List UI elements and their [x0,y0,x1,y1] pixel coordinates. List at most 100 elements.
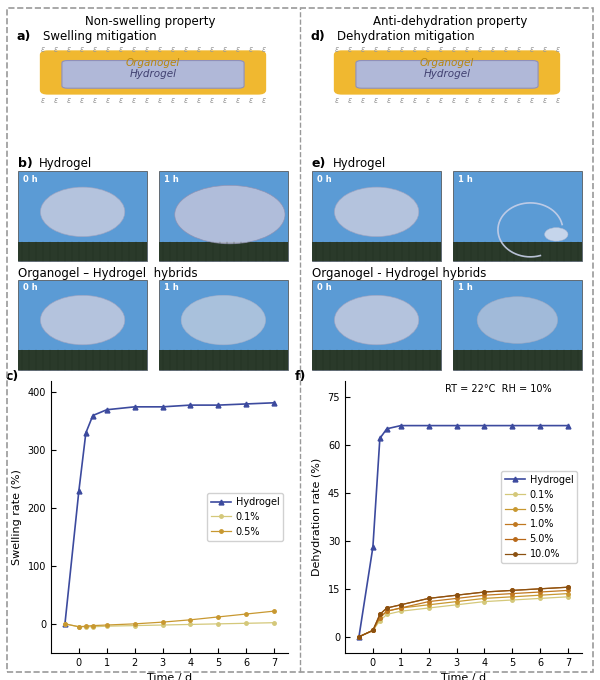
Text: Dehydration mitigation: Dehydration mitigation [337,30,474,43]
1.0% [376,613,383,622]
Ellipse shape [545,228,568,241]
Text: ε: ε [335,46,338,54]
Text: ε: ε [478,96,482,105]
5.0% [369,626,376,634]
Line: 0.1%: 0.1% [357,595,570,639]
Text: ε: ε [439,46,443,54]
0.1% [376,617,383,625]
Text: Anti-dehydration property: Anti-dehydration property [373,15,527,28]
0.5% [376,613,383,622]
Text: ε: ε [53,46,58,54]
Text: 0 h: 0 h [317,283,332,292]
Line: Hydrogel: Hydrogel [356,423,571,639]
Text: ε: ε [529,46,533,54]
Bar [18,171,148,261]
0.1% [565,593,572,601]
0.1% [397,607,404,615]
Text: ε: ε [425,96,430,105]
0.1% [89,623,97,631]
Text: ε: ε [517,46,520,54]
Text: Hydrogel: Hydrogel [332,158,386,171]
Hydrogel [376,435,383,443]
Legend: Hydrogel, 0.1%, 0.5%, 1.0%, 5.0%, 10.0%: Hydrogel, 0.1%, 0.5%, 1.0%, 5.0%, 10.0% [502,471,577,563]
Text: ε: ε [503,96,508,105]
10.0% [425,594,432,602]
0.5% [89,622,97,630]
Text: ε: ε [556,46,559,54]
Hydrogel [565,422,572,430]
Text: ε: ε [451,96,455,105]
0.5% [481,594,488,602]
Text: ε: ε [92,96,97,105]
Text: ε: ε [464,96,469,105]
FancyBboxPatch shape [335,52,559,93]
Text: ε: ε [209,46,214,54]
Bar [158,171,288,261]
Text: 1 h: 1 h [458,283,473,292]
Text: b): b) [18,158,32,171]
Hydrogel [89,411,97,420]
Hydrogel [61,619,68,628]
Text: ε: ε [248,96,253,105]
1.0% [509,590,516,598]
Text: Hydrogel: Hydrogel [424,69,470,80]
10.0% [536,585,544,593]
Line: Hydrogel: Hydrogel [62,401,277,626]
Text: 1 h: 1 h [458,175,473,184]
0.1% [509,596,516,604]
Text: ε: ε [223,46,226,54]
0.1% [159,621,166,629]
5.0% [383,604,391,612]
Text: ε: ε [248,46,253,54]
Text: ε: ε [386,96,391,105]
Text: ε: ε [170,46,175,54]
5.0% [536,585,544,593]
Text: ε: ε [412,46,416,54]
Text: ε: ε [490,96,494,105]
Bar [18,241,148,261]
0.1% [187,620,194,628]
0.1% [131,622,138,630]
5.0% [376,611,383,619]
Text: e): e) [312,158,326,171]
Bar [452,241,582,261]
Text: ε: ε [118,96,122,105]
0.5% [215,613,222,621]
Hydrogel [383,425,391,433]
1.0% [397,604,404,612]
Ellipse shape [181,295,266,345]
Text: ε: ε [184,96,188,105]
Text: ε: ε [361,46,365,54]
0.1% [425,604,432,612]
Text: Organogel: Organogel [126,58,180,68]
Text: Organogel - Hydrogel hybrids: Organogel - Hydrogel hybrids [312,267,486,279]
1.0% [536,588,544,596]
Text: ε: ε [80,46,83,54]
Text: ε: ε [503,46,508,54]
Text: ε: ε [223,96,226,105]
0.5% [75,623,82,631]
0.5% [425,600,432,609]
Text: Organogel: Organogel [420,58,474,68]
0.5% [242,610,250,618]
10.0% [509,586,516,594]
Ellipse shape [334,295,419,345]
10.0% [397,600,404,609]
Text: Hydrogel: Hydrogel [38,158,92,171]
0.1% [369,626,376,634]
Hydrogel [215,401,222,409]
Text: ε: ε [145,96,149,105]
Text: a): a) [16,30,31,43]
Bar [158,350,288,369]
Hydrogel [75,487,82,495]
Text: ε: ε [131,46,136,54]
Text: d): d) [310,30,325,43]
Text: ε: ε [131,96,136,105]
Text: ε: ε [170,96,175,105]
Hydrogel [369,543,376,551]
0.5% [187,615,194,624]
Text: ε: ε [451,46,455,54]
Text: ε: ε [92,46,97,54]
5.0% [565,583,572,592]
Text: ε: ε [347,46,352,54]
